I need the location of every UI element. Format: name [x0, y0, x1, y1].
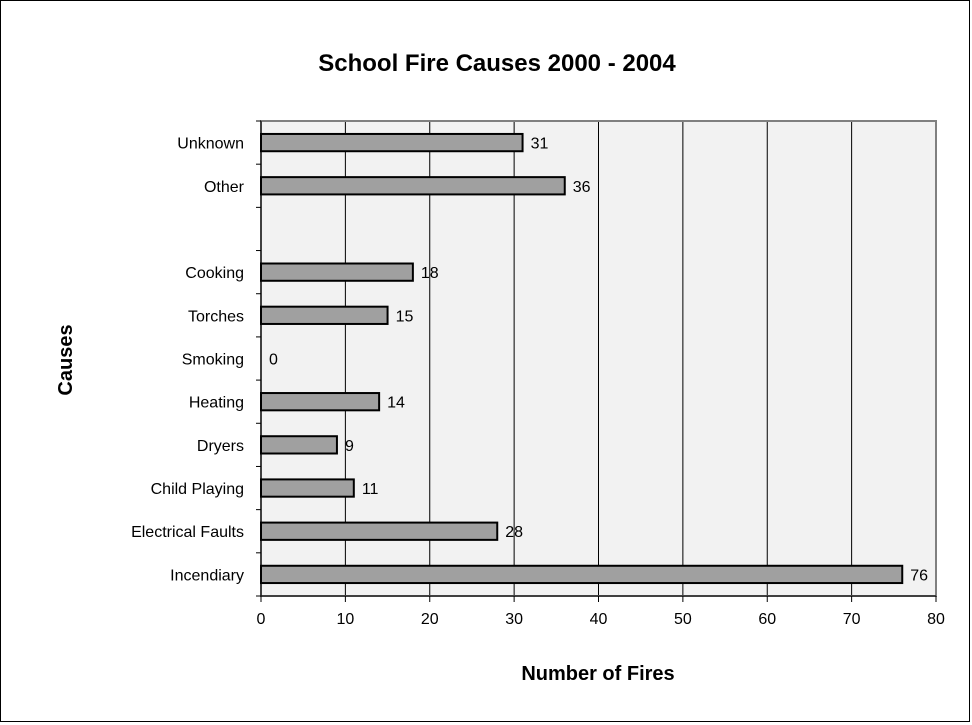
data-label-6: 15 [396, 308, 414, 325]
category-label-6: Torches [188, 308, 244, 325]
data-label-1: 28 [505, 524, 523, 541]
category-label-1: Electrical Faults [131, 524, 244, 541]
bar-7 [260, 262, 414, 282]
data-label-2: 11 [362, 481, 379, 498]
data-label-7: 18 [421, 265, 439, 282]
bar-1 [260, 521, 499, 541]
data-label-0: 76 [910, 567, 928, 584]
x-tick-label-5: 50 [674, 611, 692, 628]
category-label-4: Heating [189, 395, 244, 412]
x-tick-label-1: 10 [336, 611, 354, 628]
x-tick-label-2: 20 [421, 611, 439, 628]
x-tick-label-3: 30 [505, 611, 523, 628]
category-label-2: Child Playing [151, 481, 244, 498]
x-tick-label-8: 80 [927, 611, 945, 628]
category-label-7: Cooking [185, 265, 244, 282]
bar-10 [260, 132, 524, 153]
chart-title: School Fire Causes 2000 - 2004 [318, 50, 676, 77]
data-label-9: 36 [573, 179, 591, 196]
x-tick-label-4: 40 [590, 611, 608, 628]
bar-0 [260, 564, 904, 585]
x-axis-title: Number of Fires [521, 663, 674, 685]
x-tick-label-7: 70 [843, 611, 861, 628]
x-tick-label-0: 0 [257, 611, 266, 628]
plot-area: 0 10 20 30 40 50 60 70 80 Incendiary 76 Electrical … [131, 120, 945, 628]
y-axis-title: Causes [55, 324, 77, 395]
x-tick-label-6: 60 [758, 611, 776, 628]
data-label-5: 0 [269, 352, 278, 369]
data-label-3: 9 [345, 438, 354, 455]
bar-9 [260, 176, 566, 196]
bar-2 [260, 478, 355, 498]
bar-4 [260, 392, 381, 412]
bar-3 [260, 435, 338, 455]
data-label-10: 31 [531, 136, 549, 153]
category-label-9: Other [204, 179, 245, 196]
category-label-3: Dryers [197, 438, 244, 455]
data-label-4: 14 [387, 395, 405, 412]
bar-6 [260, 305, 389, 325]
category-label-10: Unknown [177, 136, 244, 153]
category-label-5: Smoking [182, 352, 244, 369]
category-label-0: Incendiary [170, 567, 244, 584]
